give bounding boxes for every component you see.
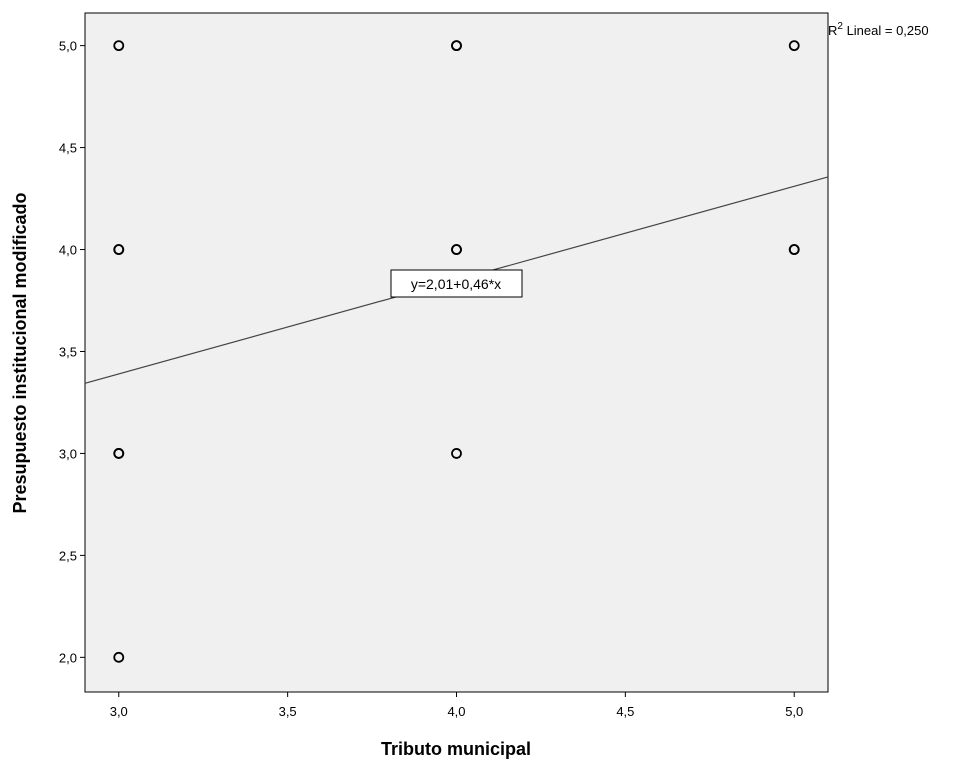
x-tick-label: 5,0 — [785, 704, 803, 719]
y-axis: 2,0 2,5 3,0 3,5 4,0 4,5 5,0 — [59, 39, 85, 665]
y-tick-label: 3,5 — [59, 344, 77, 359]
data-points — [113, 40, 800, 663]
data-point — [788, 40, 800, 52]
data-point — [113, 244, 125, 255]
y-tick-label: 4,0 — [59, 243, 77, 258]
y-axis-title: Presupuesto institucional modificado — [10, 192, 30, 513]
x-tick-label: 4,0 — [447, 704, 465, 719]
data-point — [113, 448, 125, 459]
x-axis-title: Tributo municipal — [381, 739, 531, 759]
data-point — [451, 244, 462, 255]
equation-label: y=2,01+0,46*x — [411, 276, 501, 292]
y-tick-label: 3,0 — [59, 446, 77, 461]
data-point — [788, 244, 800, 255]
r2-label: R2 Lineal = 0,250 — [828, 21, 929, 38]
data-point — [113, 40, 125, 52]
y-tick-label: 2,0 — [59, 650, 77, 665]
plot-area — [84, 12, 829, 693]
x-tick-label: 3,0 — [110, 704, 128, 719]
data-point — [113, 651, 125, 663]
x-tick-label: 4,5 — [616, 704, 634, 719]
x-axis: 3,0 3,5 4,0 4,5 5,0 — [110, 692, 803, 719]
y-tick-label: 2,5 — [59, 548, 77, 563]
equation-box: y=2,01+0,46*x — [390, 269, 523, 298]
x-tick-label: 3,5 — [279, 704, 297, 719]
data-point — [451, 40, 462, 52]
y-tick-label: 5,0 — [59, 39, 77, 54]
data-point — [451, 448, 462, 459]
y-tick-label: 4,5 — [59, 141, 77, 156]
